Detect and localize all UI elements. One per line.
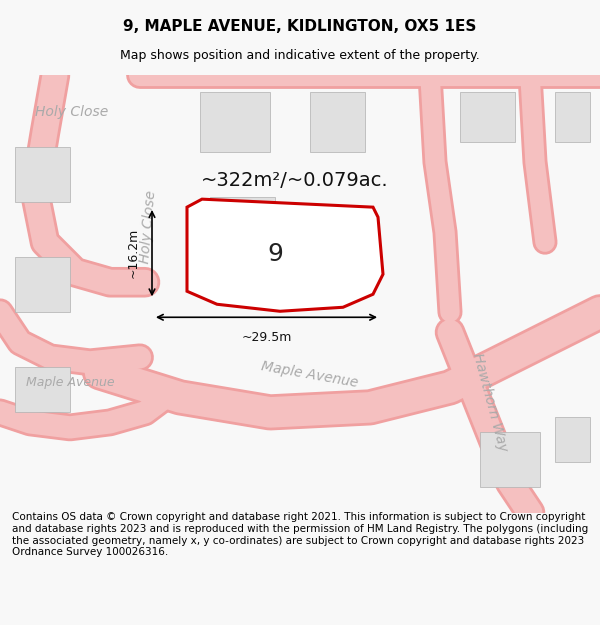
Text: ~16.2m: ~16.2m [127, 228, 140, 278]
Bar [200, 92, 270, 152]
Bar [310, 92, 365, 152]
Text: Hawthorn Way: Hawthorn Way [470, 351, 510, 453]
Bar [460, 92, 515, 142]
Text: Maple Avenue: Maple Avenue [26, 376, 115, 389]
Bar [15, 368, 70, 413]
Text: Maple Avenue: Maple Avenue [260, 359, 359, 390]
PathPatch shape [187, 199, 383, 311]
Bar [555, 418, 590, 462]
Text: ~29.5m: ~29.5m [241, 331, 292, 344]
Bar [15, 258, 70, 312]
Text: Holy Close: Holy Close [138, 190, 158, 264]
Text: Map shows position and indicative extent of the property.: Map shows position and indicative extent… [120, 49, 480, 62]
Bar [555, 92, 590, 142]
Text: 9: 9 [267, 242, 283, 266]
Bar [15, 147, 70, 202]
Text: Holy Close: Holy Close [35, 105, 108, 119]
Text: 9, MAPLE AVENUE, KIDLINGTON, OX5 1ES: 9, MAPLE AVENUE, KIDLINGTON, OX5 1ES [124, 19, 476, 34]
Text: Contains OS data © Crown copyright and database right 2021. This information is : Contains OS data © Crown copyright and d… [12, 512, 588, 558]
Bar [210, 197, 275, 262]
Bar [480, 432, 540, 488]
Text: ~322m²/~0.079ac.: ~322m²/~0.079ac. [201, 171, 389, 189]
